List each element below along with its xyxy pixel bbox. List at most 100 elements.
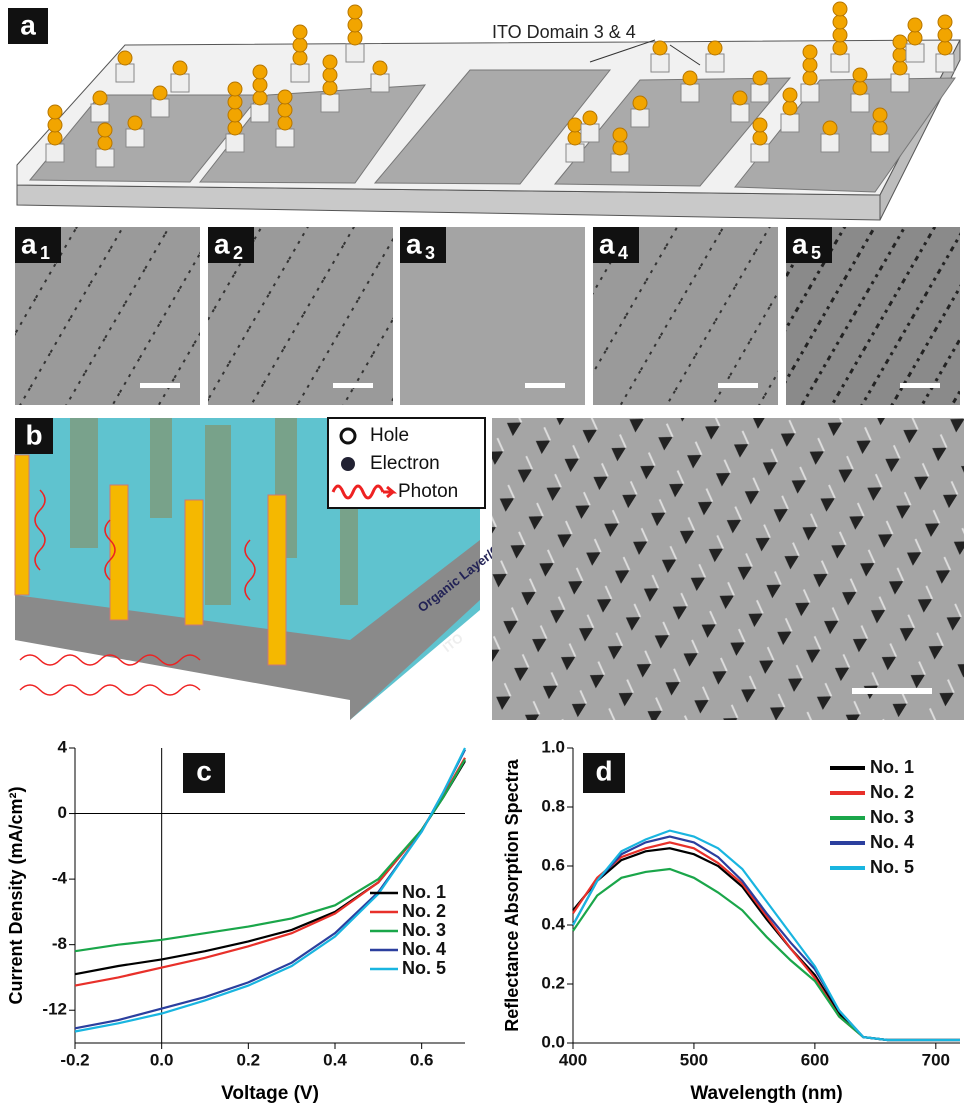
pillar-base bbox=[936, 54, 954, 72]
pillar-base bbox=[611, 154, 629, 172]
pillar-ball bbox=[48, 131, 62, 145]
panel-label: a bbox=[792, 228, 808, 259]
legend-label: No. 5 bbox=[870, 857, 914, 877]
legend-label: Hole bbox=[370, 425, 409, 446]
pillar-ball bbox=[908, 31, 922, 45]
pillar-base bbox=[731, 104, 749, 122]
panel-label: a bbox=[21, 228, 37, 259]
x-tick-label: 0.0 bbox=[150, 1050, 174, 1069]
pillar-ball bbox=[93, 91, 107, 105]
pillar-ball bbox=[803, 45, 817, 59]
pillar-ball bbox=[893, 35, 907, 49]
legend-label: No. 3 bbox=[870, 807, 914, 827]
panel-label: a bbox=[599, 228, 615, 259]
pillar-ball bbox=[293, 25, 307, 39]
panel-label-sub: 4 bbox=[618, 243, 628, 263]
scale-bar bbox=[718, 383, 758, 388]
panel-label: a bbox=[20, 9, 36, 40]
legend-label: No. 1 bbox=[402, 882, 446, 902]
pillar-ball bbox=[128, 116, 142, 130]
y-tick-label: 0.2 bbox=[541, 973, 565, 992]
pillar-base bbox=[46, 144, 64, 162]
panel-label: a bbox=[406, 228, 422, 259]
pillar-ball bbox=[173, 61, 187, 75]
pillar-base bbox=[276, 129, 294, 147]
pillar-ball bbox=[348, 31, 362, 45]
pillar-base bbox=[116, 64, 134, 82]
legend-label: Electron bbox=[370, 453, 440, 474]
legend-label: No. 4 bbox=[402, 939, 446, 959]
pillar-ball bbox=[323, 81, 337, 95]
pillar-ball bbox=[583, 111, 597, 125]
y-tick-label: 0.0 bbox=[541, 1032, 565, 1051]
pillar-base bbox=[291, 64, 309, 82]
pillar-base bbox=[906, 44, 924, 62]
pillar-ball bbox=[228, 95, 242, 109]
pillar-ball bbox=[278, 103, 292, 117]
pillar-base bbox=[821, 134, 839, 152]
pillar-ball bbox=[833, 28, 847, 42]
pillar-ball bbox=[348, 18, 362, 32]
pillar-base bbox=[871, 134, 889, 152]
pillar-base bbox=[706, 54, 724, 72]
pillar-ball bbox=[98, 136, 112, 150]
y-tick-label: 4 bbox=[58, 737, 68, 756]
pillar-ball bbox=[613, 128, 627, 142]
pillar-ball bbox=[228, 108, 242, 122]
x-axis-title: Wavelength (nm) bbox=[690, 1083, 842, 1104]
legend-label: No. 5 bbox=[402, 958, 446, 978]
pillar-base bbox=[831, 54, 849, 72]
legend-label: Photon bbox=[398, 481, 458, 502]
x-tick-label: 0.6 bbox=[410, 1050, 434, 1069]
pillar-ball bbox=[823, 121, 837, 135]
panel-label-sub: 3 bbox=[425, 243, 435, 263]
y-tick-label: -12 bbox=[42, 1000, 67, 1019]
pillar-base bbox=[126, 129, 144, 147]
pillar-ball bbox=[908, 18, 922, 32]
pillar-ball bbox=[708, 41, 722, 55]
y-tick-label: -4 bbox=[52, 869, 68, 888]
series-line bbox=[573, 848, 960, 1040]
pillar-base bbox=[891, 74, 909, 92]
pillar-base bbox=[631, 109, 649, 127]
pillar-base bbox=[226, 134, 244, 152]
pillar-ball bbox=[253, 91, 267, 105]
pillar-base bbox=[566, 144, 584, 162]
pillar-ball bbox=[873, 108, 887, 122]
pillar-ball bbox=[293, 38, 307, 52]
pillar-ball bbox=[118, 51, 132, 65]
legend-label: No. 1 bbox=[870, 757, 914, 777]
pillar-base bbox=[801, 84, 819, 102]
pillar-base bbox=[321, 94, 339, 112]
pillar-ball bbox=[228, 121, 242, 135]
panel-label-sub: 2 bbox=[233, 243, 243, 263]
pillar-ball bbox=[613, 141, 627, 155]
pillar-ball bbox=[833, 15, 847, 29]
pillar-ball bbox=[323, 55, 337, 69]
y-tick-label: -8 bbox=[52, 934, 67, 953]
pillar-ball bbox=[293, 51, 307, 65]
pillar-ball bbox=[783, 101, 797, 115]
pillar-ball bbox=[753, 131, 767, 145]
sem-image bbox=[492, 418, 964, 720]
panel-label-sub: 5 bbox=[811, 243, 821, 263]
scale-bar bbox=[900, 383, 940, 388]
sem-row: a1a2a3a4a5 bbox=[15, 227, 960, 405]
pillar-ball bbox=[938, 15, 952, 29]
legend-label: No. 2 bbox=[870, 782, 914, 802]
pillar-base bbox=[651, 54, 669, 72]
pillar-ball bbox=[833, 2, 847, 16]
pillar-ball bbox=[253, 78, 267, 92]
y-axis-title: Current Density (mA/cm²) bbox=[6, 786, 26, 1004]
x-tick-label: 0.2 bbox=[237, 1050, 261, 1069]
pillar-base bbox=[751, 144, 769, 162]
annotation: ITO Domain 3 & 4 bbox=[492, 22, 636, 42]
pillar-ball bbox=[278, 116, 292, 130]
panel-label: b bbox=[25, 419, 42, 450]
pillar-ball bbox=[323, 68, 337, 82]
schematic-b: Organic Layer/Cathode ITO Hole Electron … bbox=[15, 418, 964, 720]
legend-label: No. 4 bbox=[870, 832, 914, 852]
x-tick-label: 400 bbox=[559, 1050, 587, 1069]
panel-label-sub: 1 bbox=[40, 243, 50, 263]
x-tick-label: -0.2 bbox=[60, 1050, 89, 1069]
